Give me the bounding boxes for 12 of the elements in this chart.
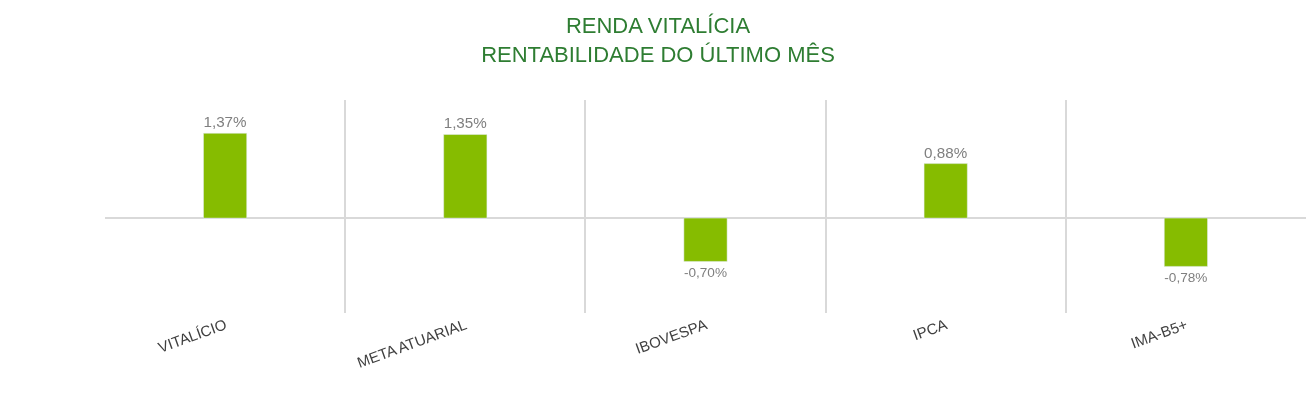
data-label: -0,70% [683, 264, 727, 280]
data-label: -0,78% [1164, 269, 1208, 285]
data-label: 1,37% [203, 113, 247, 131]
data-label: 1,35% [443, 114, 487, 132]
bar [683, 217, 728, 262]
bar [443, 134, 488, 219]
data-label: 0,88% [924, 143, 968, 161]
x-tick-label: IPCA [910, 315, 950, 344]
bar [923, 163, 968, 219]
bar [203, 133, 247, 219]
chart-title: RENDA VITALÍCIA RENTABILIDADE DO ÚLTIMO MÊS [481, 13, 835, 67]
bar [1164, 217, 1208, 267]
